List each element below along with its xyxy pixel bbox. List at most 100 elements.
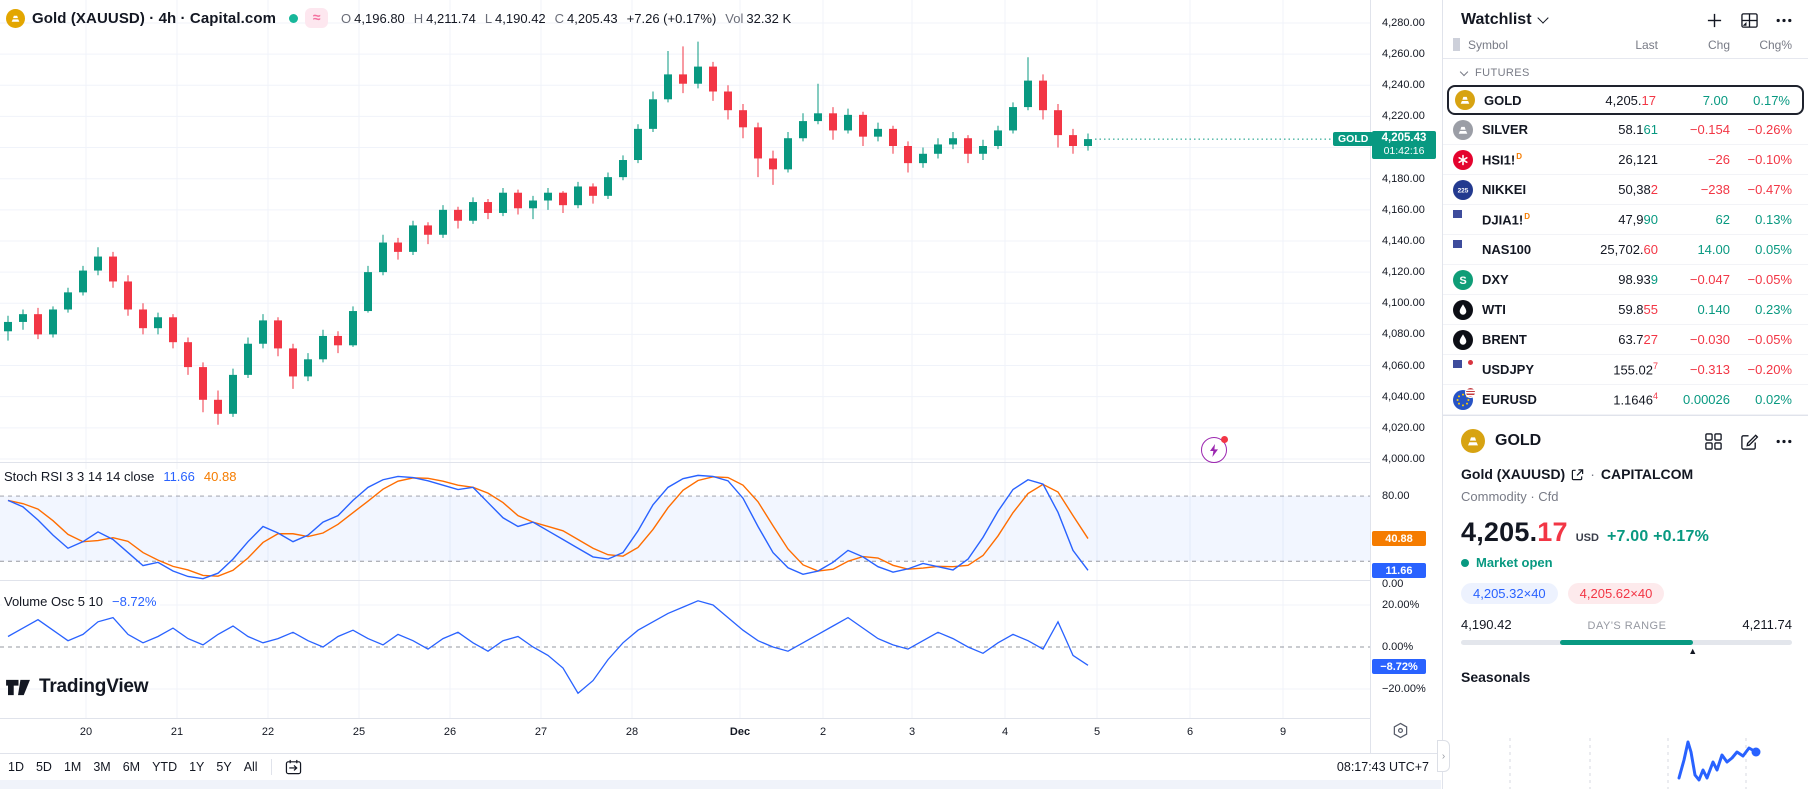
time-axis-tick: 26 <box>443 726 457 738</box>
gold-symbol-icon <box>1461 429 1485 453</box>
time-axis-tick: 4 <box>1001 726 1009 738</box>
watchlist-row-nas100[interactable]: NAS100 25,702.60 14.00 0.05% <box>1443 235 1808 265</box>
row-last: 63.727 <box>1618 332 1658 347</box>
range-1y-button[interactable]: 1Y <box>189 760 205 774</box>
range-marker-icon: ▲ <box>1688 646 1698 656</box>
range-1d-button[interactable]: 1D <box>8 760 24 774</box>
go-to-date-button[interactable] <box>279 756 308 778</box>
range-1m-button[interactable]: 1M <box>63 760 82 774</box>
gold-coin-icon <box>6 8 25 28</box>
row-chg-pct: 0.23% <box>1755 302 1792 317</box>
range-6m-button[interactable]: 6M <box>122 760 141 774</box>
watchlist-row-djia1[interactable]: DJIA1!D 47,990 62 0.13% <box>1443 205 1808 235</box>
symbol-detail: GOLD Gold (XAUUSD) <box>1443 416 1808 685</box>
watchlist-row-silver[interactable]: SILVER 58.161 −0.154 −0.26% <box>1443 115 1808 145</box>
volume-osc-legend[interactable]: Volume Osc 5 10 −8.72% <box>2 594 161 609</box>
row-chg: 14.00 <box>1697 242 1730 257</box>
tradingview-mark-icon <box>6 679 30 695</box>
oil-symbol-icon <box>1453 329 1473 350</box>
row-chg: 0.00026 <box>1683 392 1730 407</box>
detail-name[interactable]: Gold (XAUUSD) <box>1461 466 1566 482</box>
time-axis-tick: 2 <box>819 726 827 738</box>
column-grip <box>1453 38 1460 51</box>
watchlist-section-futures[interactable]: FUTURES <box>1443 59 1808 81</box>
session-clock[interactable]: 08:17:43 UTC+7 <box>1336 760 1429 774</box>
ask-pill[interactable]: 4,205.62×40 <box>1567 583 1665 604</box>
tradingview-logo[interactable]: TradingView <box>6 676 149 698</box>
range-ytd-button[interactable]: YTD <box>152 760 178 774</box>
watchlist-row-dxy[interactable]: S DXY 98.939 −0.047 −0.05% <box>1443 265 1808 295</box>
pane-separator[interactable] <box>0 580 1441 581</box>
japan-flag-icon <box>1465 356 1476 368</box>
bid-pill[interactable]: 4,205.32×40 <box>1461 583 1558 604</box>
current-price-badge: 4,205.43 01:42:16 <box>1372 131 1436 160</box>
range-3m-button[interactable]: 3M <box>93 760 111 774</box>
stoch-rsi-legend[interactable]: Stoch RSI 3 3 14 14 close 11.66 40.88 <box>2 469 241 484</box>
range-5d-button[interactable]: 5D <box>35 760 52 774</box>
time-axis-tick: Dec <box>729 726 751 738</box>
grid-view-icon[interactable] <box>1704 432 1723 451</box>
watchlist-row-wti[interactable]: WTI 59.855 0.140 0.23% <box>1443 295 1808 325</box>
watchlist-title: Watchlist <box>1461 11 1532 28</box>
layout-grid-icon[interactable] <box>1740 12 1759 29</box>
range-5y-button[interactable]: 5Y <box>216 760 232 774</box>
range-low: 4,190.42 <box>1461 617 1512 632</box>
watchlist-row-nikkei[interactable]: 225 NIKKEI 50,382 −238 −0.47% <box>1443 175 1808 205</box>
row-symbol: EURUSD <box>1482 392 1537 407</box>
row-chg-pct: 0.02% <box>1755 392 1792 407</box>
calendar-icon <box>285 759 301 775</box>
column-chg-pct: Chg% <box>1759 38 1792 52</box>
price-axis-label: 4,040.00 <box>1382 390 1425 403</box>
row-last: 155.027 <box>1613 361 1658 378</box>
stoch-k-badge: 11.66 <box>1372 563 1426 578</box>
add-symbol-button[interactable] <box>1706 12 1723 29</box>
row-last: 58.161 <box>1618 122 1658 137</box>
symbol-title[interactable]: Gold (XAUUSD) · 4h · Capital.com <box>32 9 277 27</box>
row-chg-pct: −0.05% <box>1747 272 1792 287</box>
row-chg: −238 <box>1700 182 1730 197</box>
panel-collapse-handle[interactable]: › <box>1437 740 1450 772</box>
price-axis-label: 4,080.00 <box>1382 328 1425 341</box>
watchlist-column-headers[interactable]: Symbol Last Chg Chg% <box>1443 35 1808 59</box>
external-link-icon[interactable] <box>1571 468 1584 481</box>
notes-edit-icon[interactable] <box>1740 432 1759 451</box>
oil-symbol-icon <box>1453 299 1473 320</box>
range-label: DAY'S RANGE <box>1587 620 1667 632</box>
price-axis-label: 4,220.00 <box>1382 110 1425 123</box>
row-chg-pct: −0.26% <box>1747 122 1792 137</box>
detail-symbol: GOLD <box>1495 432 1542 449</box>
row-last: 59.855 <box>1618 302 1658 317</box>
watchlist-rows: GOLD 4,205.17 7.00 0.17% SILVER 58.161 −0.154 −… <box>1443 85 1808 415</box>
range-fill <box>1560 640 1693 645</box>
more-options-icon[interactable] <box>1776 18 1792 23</box>
hsi-symbol-icon <box>1453 149 1473 170</box>
watchlist-row-eurusd[interactable]: EURUSD 1.16464 0.00026 0.02% <box>1443 385 1808 415</box>
row-last: 47,990 <box>1618 212 1658 227</box>
bottom-strip <box>0 780 1441 789</box>
price-chart[interactable] <box>0 0 1370 753</box>
watchlist-row-gold[interactable]: GOLD 4,205.17 7.00 0.17% <box>1447 85 1804 115</box>
watchlist-row-brent[interactable]: BRENT 63.727 −0.030 −0.05% <box>1443 325 1808 355</box>
more-options-icon[interactable] <box>1776 439 1792 444</box>
row-chg: −0.047 <box>1689 272 1730 287</box>
range-all-button[interactable]: All <box>243 760 258 774</box>
svg-text:225: 225 <box>1458 187 1469 194</box>
axis-settings-gear-icon[interactable] <box>1392 722 1409 739</box>
pane-separator[interactable] <box>0 462 1441 463</box>
price-axis[interactable]: 4,280.00 4,260.00 4,240.00 4,220.00 4,180.00… <box>1370 0 1442 753</box>
paper-trading-icon[interactable]: ≈ <box>305 8 329 28</box>
detail-currency: USD <box>1575 532 1599 544</box>
watchlist-row-hsi1[interactable]: HSI1!D 26,121 −26 −0.10% <box>1443 145 1808 175</box>
row-chg-pct: −0.05% <box>1747 332 1792 347</box>
quick-action-button[interactable] <box>1201 436 1228 463</box>
us-flag-icon <box>1465 386 1476 398</box>
detail-price: 4,205.17 <box>1461 517 1568 547</box>
row-chg: −0.154 <box>1689 122 1730 137</box>
watchlist-title-menu[interactable]: Watchlist <box>1461 11 1549 29</box>
price-axis-label: 4,120.00 <box>1382 266 1425 279</box>
watchlist-row-usdjpy[interactable]: USDJPY 155.027 −0.313 −0.20% <box>1443 355 1808 385</box>
time-axis-tick: 6 <box>1186 726 1194 738</box>
current-symbol-tag: GOLD <box>1333 132 1374 147</box>
market-status: Market open <box>1461 555 1792 570</box>
seasonals-chart[interactable] <box>1443 700 1808 789</box>
